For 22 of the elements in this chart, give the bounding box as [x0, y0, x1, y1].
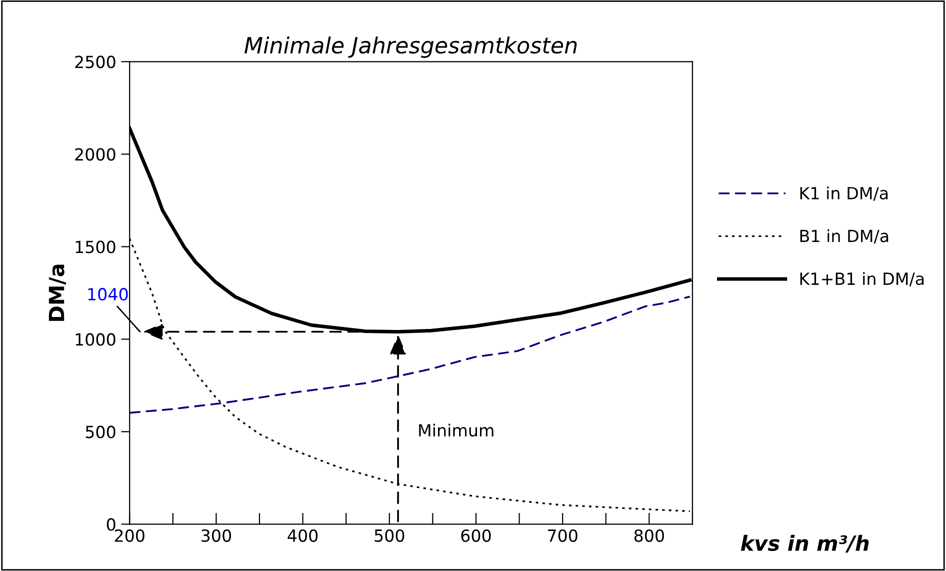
x-tick-label: 500	[374, 529, 404, 542]
legend-label: K1 in DM/a	[800, 186, 888, 201]
legend-label: K1+B1 in DM/a	[800, 272, 924, 286]
text: 1040	[88, 288, 128, 300]
y-axis-title: DM/a	[48, 264, 66, 321]
y-tick-label: 2000	[75, 148, 116, 161]
y-tick-label: 500	[86, 426, 116, 438]
annotation: Minimum	[419, 424, 494, 437]
x-axis-title: kvs in m³/h	[740, 534, 869, 553]
x-tick-label: 800	[634, 529, 664, 542]
x-tick-label: 200	[114, 529, 144, 542]
x-tick-label: 300	[202, 529, 231, 542]
chart-title: Minimale Jahresgesamtkosten	[244, 36, 577, 58]
y-tick-label: 1500	[76, 240, 116, 254]
y-tick-label: 1000	[76, 333, 116, 346]
x-tick-label: 400	[288, 529, 318, 542]
line-series	[130, 296, 691, 414]
y-tick-label: 2500	[75, 56, 116, 68]
x-tick-label: 600	[461, 529, 491, 542]
x-tick-label: 700	[548, 529, 578, 542]
legend-label: B1 in DM/a	[800, 229, 888, 244]
y-tick-label: 0	[106, 518, 116, 531]
